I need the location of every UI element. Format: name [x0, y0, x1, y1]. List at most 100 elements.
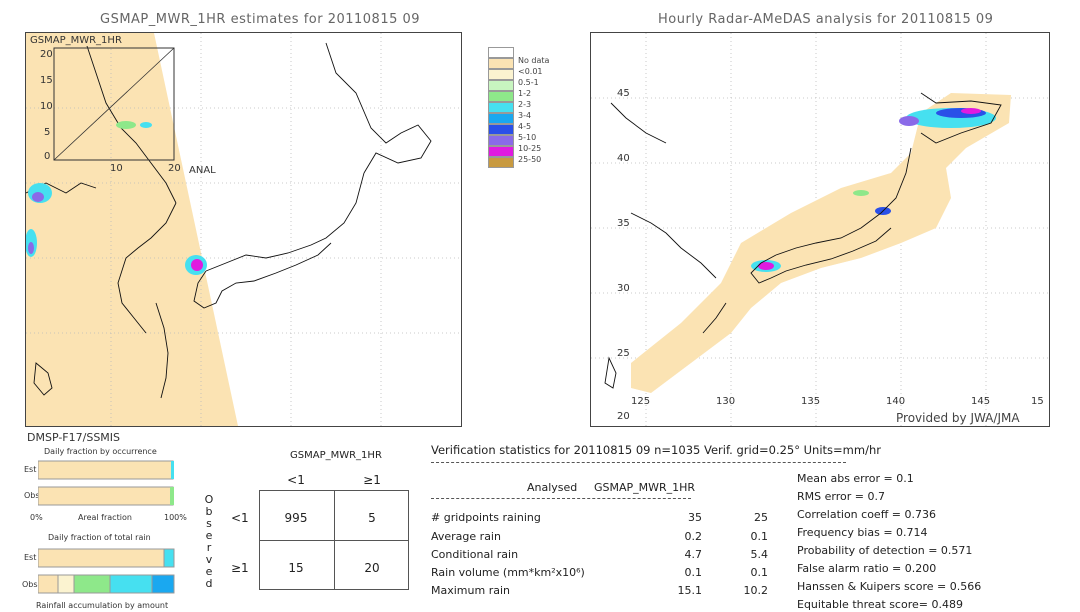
- lat-tick: 20: [617, 411, 630, 422]
- score-line: Mean abs error = 0.1: [797, 472, 914, 485]
- inset-tick-y: 0: [44, 151, 51, 162]
- left-map-title: GSMAP_MWR_1HR estimates for 20110815 09: [100, 12, 421, 27]
- divider: [431, 462, 846, 463]
- legend-swatch: [488, 91, 514, 102]
- occurrence-chart-title: Daily fraction by occurrence: [44, 447, 157, 456]
- stat-analysed: 0.1: [684, 566, 703, 579]
- inset-tick-y: 20: [40, 49, 53, 60]
- legend-label: 5-10: [518, 133, 537, 142]
- legend-swatch: [488, 102, 514, 113]
- total-rain-bar-obs-seg3: [73, 574, 111, 594]
- lon-tick: 135: [801, 396, 821, 407]
- col-analysed: Analysed: [527, 481, 578, 494]
- stat-label: Maximum rain: [431, 584, 510, 597]
- inset-tick-y: 15: [40, 75, 53, 86]
- lon-tick: 140: [886, 396, 906, 407]
- legend-label: 1-2: [518, 89, 532, 98]
- lat-tick: 35: [617, 218, 630, 229]
- rain-legend: No data <0.01 0.5-1 1-2 2-3 3-4 4-5 5-10…: [488, 47, 558, 177]
- stat-label: # gridpoints raining: [431, 511, 541, 524]
- legend-swatch: [488, 80, 514, 91]
- score-line: RMS error = 0.7: [797, 490, 885, 503]
- left-map-rain: [26, 121, 207, 275]
- stat-analysed: 0.2: [684, 530, 703, 543]
- total-rain-bar-obs-seg4: [109, 574, 153, 594]
- occurrence-row-label: Est: [24, 465, 37, 474]
- legend-label: No data: [518, 56, 550, 65]
- legend-swatch: [488, 47, 514, 58]
- lon-tick: 125: [631, 396, 651, 407]
- contingency-row-header: ≥1: [231, 561, 249, 575]
- score-line: Hanssen & Kuipers score = 0.566: [797, 580, 982, 593]
- lat-tick: 30: [617, 283, 630, 294]
- radar-coverage: [631, 93, 1011, 393]
- legend-label: 4-5: [518, 122, 532, 131]
- sensor-label: DMSP-F17/SSMIS: [27, 431, 121, 444]
- lat-tick: 25: [617, 348, 630, 359]
- legend-label: 2-3: [518, 100, 532, 109]
- inset-tick-x: 20: [168, 163, 181, 174]
- legend-label: <0.01: [518, 67, 543, 76]
- anal-label: ANAL: [189, 165, 216, 176]
- contingency-col-header: <1: [287, 473, 305, 487]
- score-line: False alarm ratio = 0.200: [797, 562, 937, 575]
- occurrence-chart: [38, 460, 174, 506]
- legend-label: 3-4: [518, 111, 532, 120]
- score-line: Correlation coeff = 0.736: [797, 508, 936, 521]
- total-rain-row-label: Obs: [22, 580, 38, 589]
- stat-analysed: 4.7: [684, 548, 703, 561]
- right-map-title: Hourly Radar-AMeDAS analysis for 2011081…: [658, 12, 994, 27]
- occurrence-bar-obs-rain: [170, 487, 174, 505]
- contingency-cell: 995: [284, 511, 308, 525]
- total-rain-bar-est-seg1: [38, 548, 165, 568]
- left-map-grid: [26, 33, 461, 426]
- total-rain-bar-obs-seg2: [57, 574, 75, 594]
- verification-header: Verification statistics for 20110815 09 …: [431, 443, 881, 457]
- inset-tick-y: 10: [40, 101, 53, 112]
- right-map-canvas: [591, 33, 1049, 426]
- legend-swatch: [488, 69, 514, 80]
- stat-label: Average rain: [431, 530, 501, 543]
- total-rain-chart-title: Daily fraction of total rain: [48, 533, 151, 542]
- left-map-canvas: [26, 33, 461, 426]
- contingency-grid: [259, 490, 409, 590]
- stat-analysed: 35: [688, 511, 702, 524]
- total-rain-bar-obs-seg1: [38, 574, 59, 594]
- stat-analysed: 15.1: [677, 584, 703, 597]
- occurrence-axis-mid: Areal fraction: [78, 513, 132, 522]
- contingency-col-header: ≥1: [363, 473, 381, 487]
- data-credit: Provided by JWA/JMA: [896, 411, 1020, 425]
- left-map: GSMAP_MWR_1HR 20 15 10 5 0 10 20 ANAL: [25, 32, 462, 427]
- total-rain-bar-est-seg2: [163, 548, 175, 568]
- occurrence-axis-right: 100%: [164, 513, 187, 522]
- inset-diagonal: [53, 47, 175, 161]
- stat-label: Rain volume (mm*km²x10⁶): [431, 566, 585, 579]
- stat-gsmap: 25: [754, 511, 768, 524]
- lon-tick: 130: [716, 396, 736, 407]
- occurrence-row-label: Obs: [24, 491, 40, 500]
- legend-label: 0.5-1: [518, 78, 539, 87]
- occurrence-bar-est-rain: [171, 461, 174, 479]
- total-rain-footer: Rainfall accumulation by amount: [36, 601, 169, 610]
- right-map-coastline: [604, 92, 1002, 389]
- score-line: Equitable threat score= 0.489: [797, 598, 963, 611]
- legend-label: 25-50: [518, 155, 542, 164]
- satellite-swath: [26, 33, 238, 426]
- contingency-title: GSMAP_MWR_1HR: [290, 450, 382, 461]
- contingency-cell: 5: [368, 511, 376, 525]
- contingency-row-header: <1: [231, 511, 249, 525]
- score-line: Frequency bias = 0.714: [797, 526, 928, 539]
- inset-label: GSMAP_MWR_1HR: [30, 35, 122, 46]
- lat-tick: 45: [617, 88, 630, 99]
- inset-tick-y: 5: [44, 127, 51, 138]
- left-map-coastline: [26, 42, 432, 399]
- legend-swatch: [488, 157, 514, 168]
- score-line: Probability of detection = 0.571: [797, 544, 973, 557]
- legend-swatch: [488, 146, 514, 157]
- contingency-cell: 15: [288, 561, 304, 575]
- legend-swatch: [488, 135, 514, 146]
- legend-swatch: [488, 113, 514, 124]
- lon-tick: 145: [971, 396, 991, 407]
- occurrence-bar-est: [38, 460, 174, 480]
